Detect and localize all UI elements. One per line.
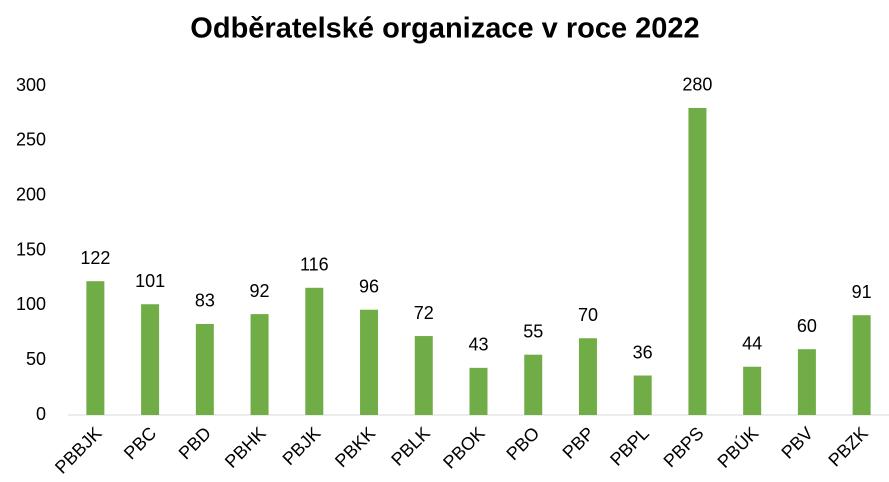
data-label: 122 (80, 248, 110, 268)
x-tick-label: PBPL (606, 423, 653, 470)
bar (797, 349, 816, 415)
x-tick-label: PBLK (387, 423, 434, 470)
bar (250, 314, 269, 415)
bar (414, 336, 433, 415)
y-tick-label: 150 (16, 239, 46, 259)
bar (305, 287, 324, 415)
y-tick-label: 300 (16, 75, 46, 95)
y-tick-label: 0 (36, 404, 46, 424)
data-label: 72 (414, 303, 434, 323)
x-tick-label: PBOK (439, 423, 489, 473)
x-tick-label: PBPS (660, 423, 708, 471)
x-tick-label: PBP (559, 423, 599, 463)
data-label: 96 (359, 276, 379, 296)
data-label: 55 (523, 321, 543, 341)
bar (688, 107, 707, 415)
bar (195, 323, 214, 415)
data-label: 101 (135, 271, 165, 291)
data-label: 116 (300, 255, 329, 275)
bar (633, 375, 652, 415)
chart-title: Odběratelské organizace v roce 2022 (190, 13, 699, 45)
data-label: 92 (250, 281, 270, 301)
data-label: 60 (797, 316, 817, 336)
y-tick-label: 200 (16, 184, 46, 204)
x-tick-label: PBJK (279, 423, 325, 469)
x-tick-label: PBC (120, 423, 160, 463)
x-tick-label: PBÚK (713, 422, 763, 472)
data-label: 43 (468, 335, 488, 355)
bar (86, 281, 105, 415)
y-tick-label: 100 (16, 294, 46, 314)
y-tick-label: 50 (26, 349, 46, 369)
x-tick-label: PBBJK (51, 423, 105, 477)
x-tick-label: PBKK (331, 423, 379, 471)
data-label: 91 (852, 282, 872, 302)
bar (360, 309, 379, 415)
data-label: 36 (633, 342, 653, 362)
x-tick-label: PBD (175, 423, 215, 463)
data-label: 280 (682, 75, 712, 95)
x-tick-label: PBZK (824, 423, 871, 470)
x-tick-label: PBHK (221, 423, 270, 472)
bar (852, 315, 871, 415)
x-tick-label: PBV (777, 423, 817, 463)
bar (578, 338, 597, 415)
bar (141, 304, 160, 415)
bar (743, 366, 762, 415)
bar (469, 367, 488, 415)
bar (524, 354, 543, 415)
data-label: 70 (578, 305, 598, 325)
x-tick-label: PBO (502, 423, 543, 464)
data-label: 44 (742, 333, 762, 353)
y-tick-label: 250 (16, 130, 46, 150)
data-label: 83 (195, 291, 215, 311)
